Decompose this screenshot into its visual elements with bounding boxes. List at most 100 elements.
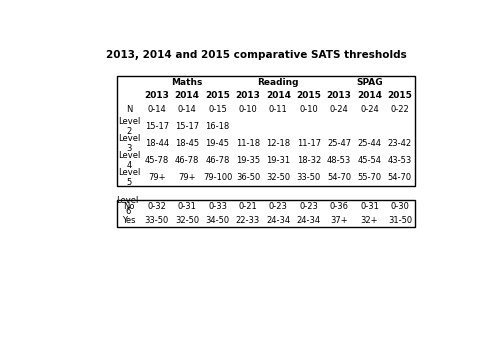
Bar (354, 213, 384, 227)
Text: 0-23: 0-23 (269, 202, 288, 211)
Text: 0-36: 0-36 (330, 202, 348, 211)
Text: 2014: 2014 (266, 91, 291, 100)
Bar (294, 101, 324, 118)
Text: Level
2: Level 2 (118, 117, 141, 136)
Text: 54-70: 54-70 (327, 173, 351, 182)
Text: 45-54: 45-54 (358, 156, 382, 165)
Bar (384, 152, 415, 169)
Bar (232, 152, 263, 169)
Bar (324, 152, 354, 169)
Bar (232, 90, 263, 101)
Bar (294, 90, 324, 101)
Text: 0-31: 0-31 (360, 202, 379, 211)
Text: 0-31: 0-31 (178, 202, 197, 211)
Bar (263, 118, 294, 135)
Text: 36-50: 36-50 (236, 173, 260, 182)
Text: 34-50: 34-50 (206, 216, 230, 225)
Bar (324, 200, 354, 213)
Text: 79+: 79+ (178, 173, 196, 182)
Text: 0-21: 0-21 (238, 202, 258, 211)
Bar (384, 118, 415, 135)
Text: 0-14: 0-14 (178, 105, 197, 114)
Bar (232, 200, 263, 213)
Text: 37+: 37+ (330, 216, 348, 225)
Bar (117, 76, 141, 90)
Bar (324, 213, 354, 227)
Text: 25-44: 25-44 (358, 139, 382, 148)
Bar (263, 152, 294, 169)
Bar (142, 101, 172, 118)
Text: 2014: 2014 (357, 91, 382, 100)
Bar (324, 169, 354, 186)
Text: 22-33: 22-33 (236, 216, 260, 225)
Bar (354, 200, 384, 213)
Bar (384, 135, 415, 152)
Bar (384, 101, 415, 118)
Text: 23-42: 23-42 (388, 139, 412, 148)
Text: 0-30: 0-30 (390, 202, 409, 211)
Text: Level
4: Level 4 (118, 150, 141, 170)
Bar (117, 118, 141, 135)
Text: 2013, 2014 and 2015 comparative SATS thresholds: 2013, 2014 and 2015 comparative SATS thr… (106, 50, 406, 60)
Text: 0-33: 0-33 (208, 202, 227, 211)
Text: 0-22: 0-22 (390, 105, 409, 114)
Text: 18-44: 18-44 (144, 139, 169, 148)
Bar (294, 213, 324, 227)
Bar (142, 200, 172, 213)
Text: 15-17: 15-17 (144, 122, 169, 131)
Bar (202, 101, 232, 118)
Text: 25-47: 25-47 (327, 139, 351, 148)
Bar (172, 152, 203, 169)
Text: 33-50: 33-50 (296, 173, 321, 182)
Bar (232, 101, 263, 118)
Text: 12-18: 12-18 (266, 139, 290, 148)
Text: 32+: 32+ (361, 216, 378, 225)
Bar (294, 118, 324, 135)
Text: Yes: Yes (122, 216, 136, 225)
Text: 0-24: 0-24 (330, 105, 348, 114)
Bar (172, 135, 203, 152)
Bar (324, 101, 354, 118)
Bar (202, 90, 232, 101)
Text: 11-18: 11-18 (236, 139, 260, 148)
Bar (202, 200, 232, 213)
Text: Level
5: Level 5 (118, 167, 141, 187)
Bar (202, 152, 232, 169)
Bar (202, 169, 232, 186)
Bar (232, 118, 263, 135)
Bar (324, 118, 354, 135)
Text: 54-70: 54-70 (388, 173, 412, 182)
Bar (263, 90, 294, 101)
Bar (142, 118, 172, 135)
Bar (142, 90, 172, 101)
Bar (117, 213, 141, 227)
Bar (142, 169, 172, 186)
Text: Level
3: Level 3 (118, 134, 141, 153)
Text: 19-35: 19-35 (236, 156, 260, 165)
Bar (142, 76, 233, 90)
Text: Reading: Reading (258, 78, 299, 87)
Text: 0-24: 0-24 (360, 105, 379, 114)
Text: 0-10: 0-10 (238, 105, 258, 114)
Text: 2015: 2015 (388, 91, 412, 100)
Bar (117, 152, 141, 169)
Text: 55-70: 55-70 (358, 173, 382, 182)
Bar (263, 169, 294, 186)
Text: 31-50: 31-50 (388, 216, 412, 225)
Bar (354, 90, 384, 101)
Text: 45-78: 45-78 (144, 156, 169, 165)
Bar (117, 200, 415, 227)
Bar (202, 213, 232, 227)
Text: No: No (124, 202, 135, 211)
Text: 48-53: 48-53 (327, 156, 351, 165)
Bar (354, 135, 384, 152)
Bar (324, 76, 415, 90)
Bar (324, 135, 354, 152)
Bar (117, 76, 415, 186)
Bar (384, 213, 415, 227)
Bar (117, 135, 141, 152)
Bar (324, 90, 354, 101)
Bar (384, 90, 415, 101)
Bar (263, 135, 294, 152)
Text: N: N (126, 105, 132, 114)
